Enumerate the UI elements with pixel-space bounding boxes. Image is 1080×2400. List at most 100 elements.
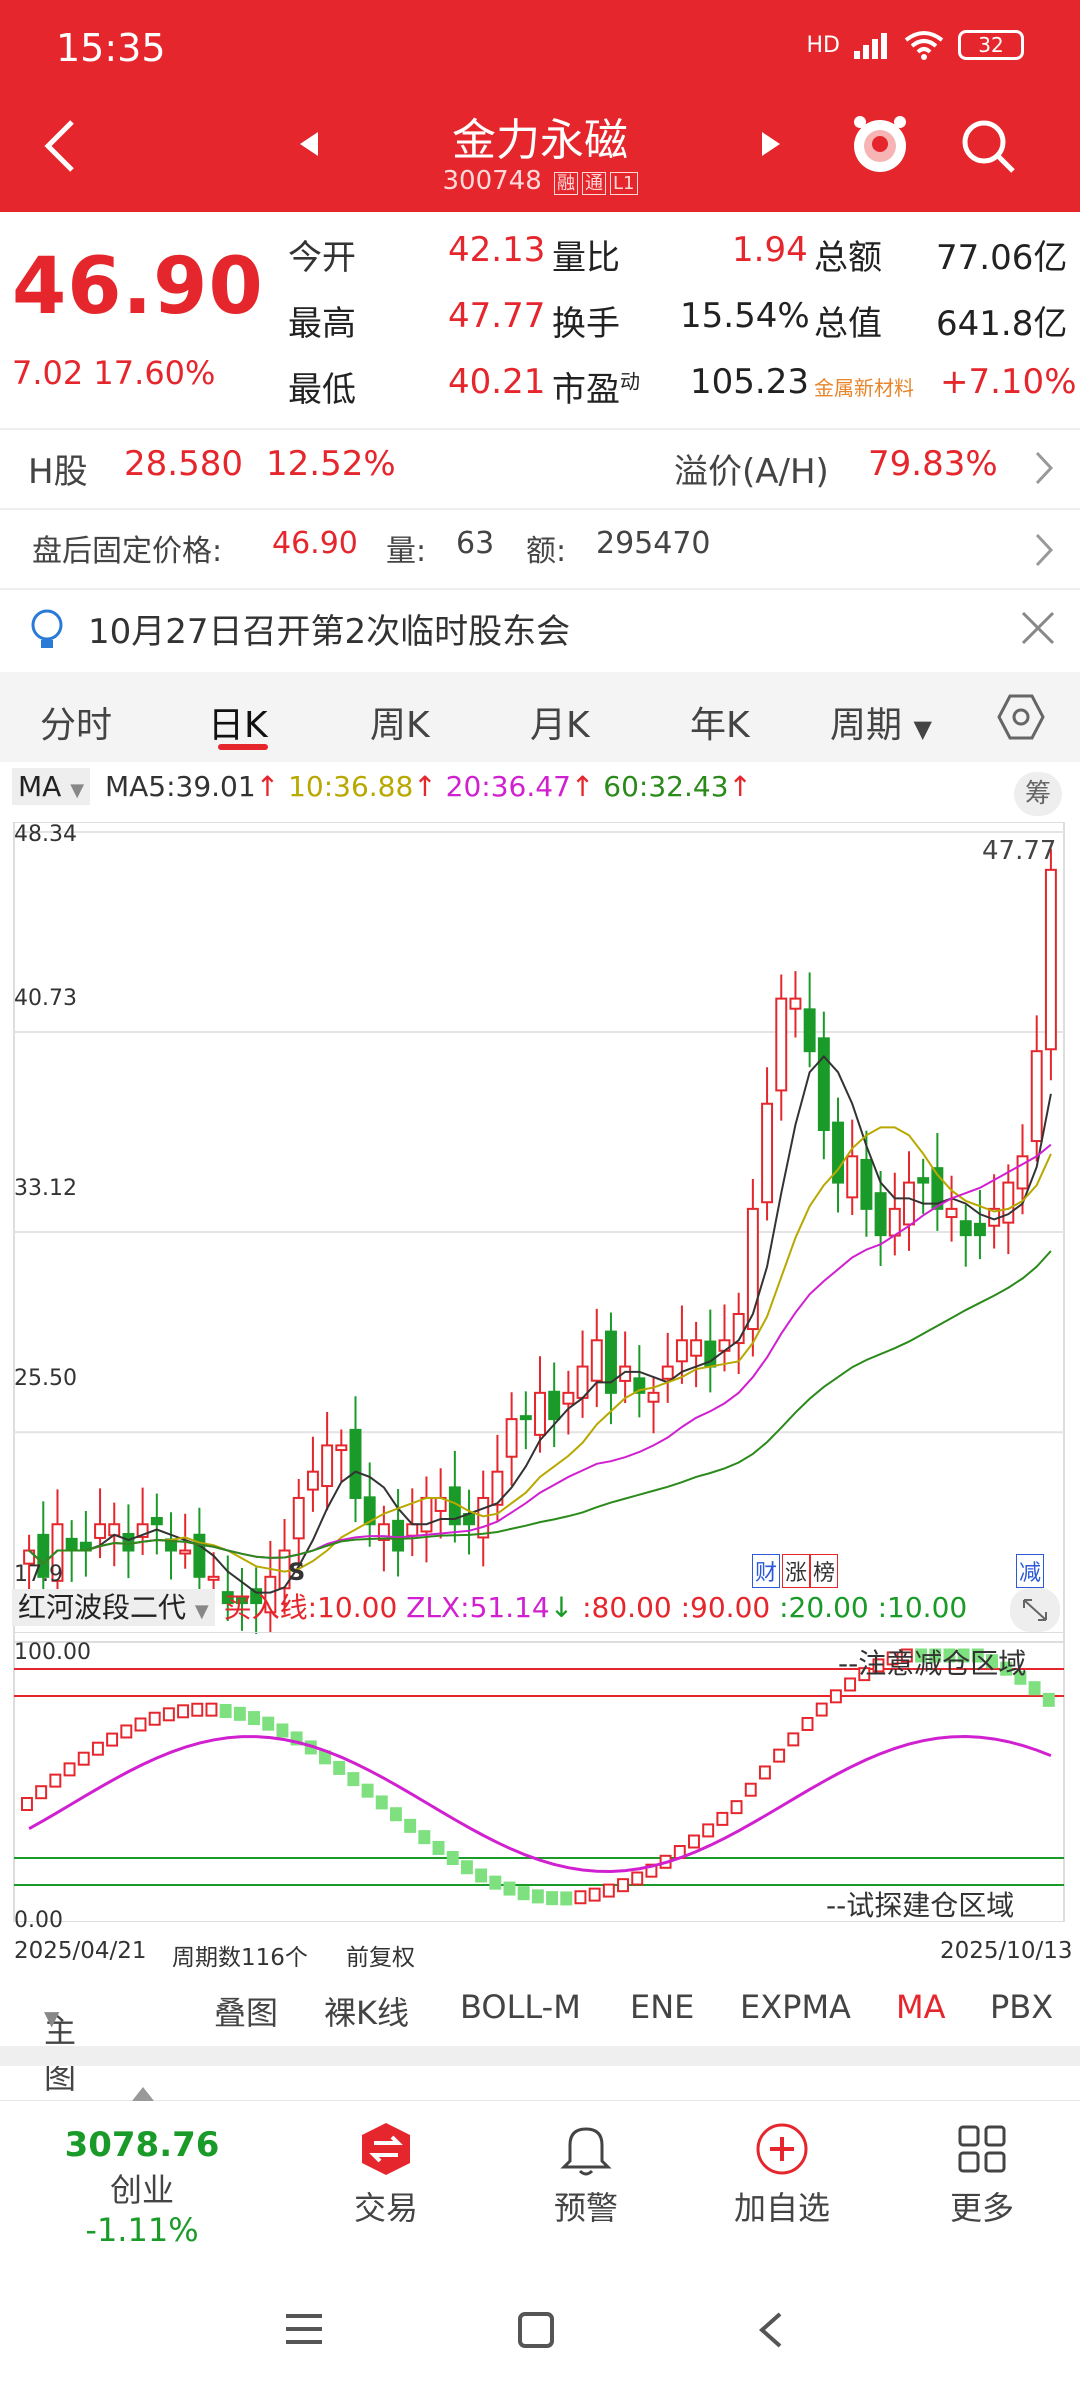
alert-label: 预警 — [553, 2189, 618, 2227]
trade-button[interactable]: 交易 — [296, 2121, 476, 2229]
chip-button[interactable]: 筹 — [1014, 772, 1062, 816]
candle-body — [122, 1532, 135, 1552]
settings-hex-icon[interactable] — [996, 692, 1046, 742]
hshare-row[interactable]: H股 28.580 12.52% 溢价(A/H) 79.83% — [0, 444, 1080, 506]
high-price-marker: 47.77 — [982, 836, 1057, 866]
indicator-bar — [347, 1772, 360, 1787]
stock-code-row: 300748 融通 L1 — [0, 166, 1080, 196]
candle-body — [732, 1312, 745, 1345]
candle-body — [136, 1523, 149, 1538]
sector-name[interactable]: 金属新材料 — [814, 376, 914, 400]
tab-period[interactable]: 周期 ▼ — [830, 696, 932, 748]
ma-legend: MA ▼ MA5:39.01↑ 10:36.88↑ 20:36.47↑ 60:3… — [12, 768, 752, 805]
indicator-bar — [688, 1834, 700, 1849]
alert-button[interactable]: 预警 — [496, 2121, 676, 2229]
indicator-bar — [106, 1732, 119, 1747]
candle-body — [519, 1415, 532, 1421]
candle-body — [65, 1537, 78, 1552]
ma-selector[interactable]: MA ▼ — [12, 768, 91, 805]
premium-value: 79.83% — [868, 444, 998, 484]
active-tab-indicator — [218, 744, 268, 750]
index-ticker[interactable]: 3078.76 创业 -1.11% — [52, 2125, 232, 2249]
mascot-icon[interactable] — [850, 112, 910, 178]
candle-body — [888, 1207, 901, 1237]
tab-daily[interactable]: 日K — [208, 705, 268, 746]
trade-label: 交易 — [353, 2189, 418, 2227]
signal-icon: HD — [806, 32, 840, 58]
close-icon[interactable] — [1020, 610, 1056, 646]
candle-body — [817, 1037, 830, 1132]
indicator-bar — [872, 1658, 885, 1673]
tab-intraday[interactable]: 分时 — [40, 705, 113, 746]
afterhours-row[interactable]: 盘后固定价格: 46.90 量: 63 额: 295470 — [0, 526, 1080, 588]
event-s-marker[interactable]: S — [288, 1558, 306, 1586]
current-price: 46.90 — [12, 242, 264, 332]
ma60-line — [28, 1250, 1052, 1566]
ma5-label: MA5:39.01 — [104, 770, 256, 803]
tab-ma[interactable]: MA — [896, 1988, 946, 2026]
candle-body — [803, 1008, 816, 1053]
search-icon[interactable] — [958, 116, 1018, 176]
status-time: 15:35 — [56, 26, 166, 70]
tab-pbx[interactable]: PBX — [990, 1988, 1054, 2026]
expand-icon[interactable] — [1010, 1588, 1060, 1632]
dropdown-icon: ▼ — [194, 1601, 209, 1622]
pe-label: 市盈动 — [552, 362, 640, 411]
candle-body — [661, 1365, 674, 1380]
nav-back-icon[interactable] — [756, 2310, 786, 2350]
candle-body — [534, 1391, 546, 1436]
candle-body — [1002, 1181, 1015, 1224]
prev-stock-icon[interactable] — [298, 130, 320, 158]
event-jian-marker[interactable]: 减 — [1016, 1554, 1045, 1588]
chevron-right-icon — [1035, 533, 1054, 567]
indicator-bar — [900, 1648, 913, 1663]
next-stock-icon[interactable] — [760, 130, 782, 158]
tab-naked-k[interactable]: 裸K线 — [324, 1994, 409, 2032]
candle-body — [562, 1391, 575, 1405]
candle-body — [306, 1470, 319, 1491]
tab-expma[interactable]: EXPMA — [740, 1988, 851, 2026]
candle-body — [959, 1220, 972, 1237]
indicator-bar — [801, 1716, 814, 1731]
candle-body — [150, 1516, 163, 1526]
home-icon[interactable] — [516, 2310, 556, 2350]
kline-chart-area[interactable]: MA ▼ MA5:39.01↑ 10:36.88↑ 20:36.47↑ 60:3… — [0, 762, 1080, 1971]
indicator-bar — [21, 1797, 33, 1811]
tab-ene[interactable]: ENE — [630, 1988, 695, 2026]
tab-weekly[interactable]: 周K — [370, 705, 430, 746]
back-icon[interactable] — [40, 116, 80, 176]
indicator-selector[interactable]: 红河波段二代 ▼ — [12, 1589, 215, 1626]
candle-body — [264, 1575, 277, 1614]
tab-overlay[interactable]: 叠图 — [214, 1994, 279, 2032]
tab-yearly[interactable]: 年K — [690, 705, 750, 746]
open-row: 今开 — [288, 230, 356, 279]
indicator-zlx: ZLX:51.14 — [406, 1591, 550, 1624]
indicator-bar — [588, 1887, 601, 1902]
dropdown-icon: ▼ — [70, 780, 85, 801]
event-cai-marker[interactable]: 财 — [752, 1554, 781, 1588]
indicator-bar — [829, 1689, 842, 1704]
tab-monthly[interactable]: 月K — [530, 705, 590, 746]
candle-body — [250, 1588, 263, 1605]
notice-row[interactable]: 10月27日召开第2次临时股东会 — [0, 604, 1080, 666]
menu-icon[interactable] — [282, 2310, 326, 2348]
event-bang-marker[interactable]: 榜 — [810, 1554, 839, 1588]
indicator-bar — [716, 1811, 729, 1826]
indicator-bar — [915, 1648, 928, 1663]
low-value: 40.21 — [448, 362, 546, 402]
more-button[interactable]: 更多 — [892, 2121, 1072, 2229]
event-zhang-marker[interactable]: 涨 — [782, 1554, 811, 1588]
candle-body — [761, 1102, 774, 1204]
index-value: 3078.76 — [64, 2125, 220, 2165]
add-watchlist-button[interactable]: 加自选 — [692, 2121, 872, 2229]
indicator-bar — [617, 1878, 629, 1893]
tag-margin: 融 — [554, 172, 579, 195]
change-value: 7.02 — [12, 354, 84, 392]
turnover-label: 换手 — [552, 304, 620, 344]
date-start: 2025/04/21 — [14, 1938, 147, 1964]
candle-body — [505, 1418, 518, 1458]
indicator-green-levels: :20.00 :10.00 — [779, 1591, 968, 1624]
candle-body — [931, 1167, 944, 1210]
tab-boll[interactable]: BOLL-M — [460, 1988, 581, 2026]
dropdown-icon: ▼ — [913, 715, 932, 743]
